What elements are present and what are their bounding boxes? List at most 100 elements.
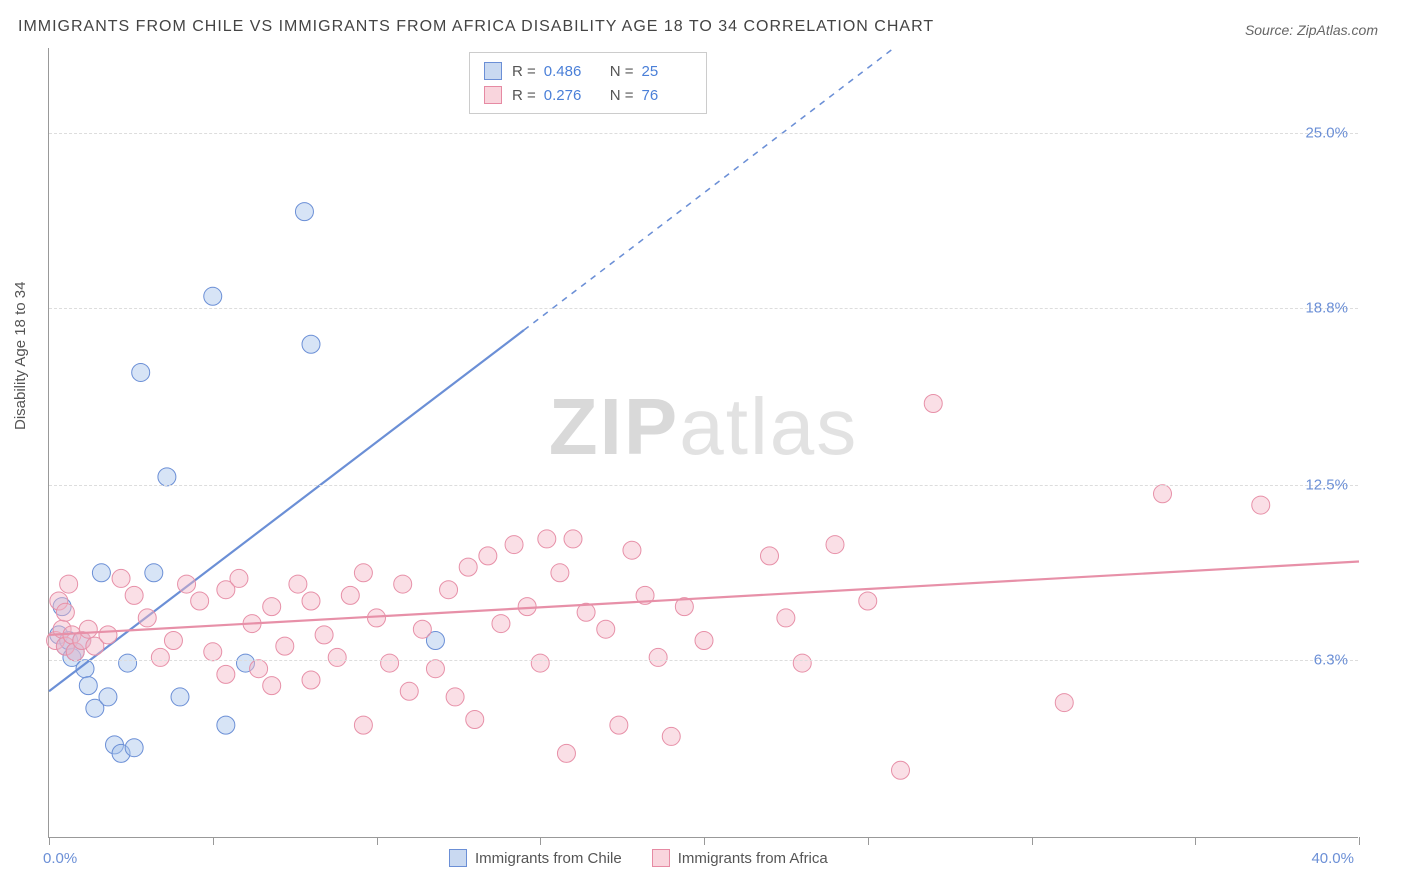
x-tick <box>1195 837 1196 845</box>
scatter-point-chile <box>158 468 176 486</box>
scatter-point-africa <box>354 716 372 734</box>
scatter-plot-svg <box>49 48 1358 837</box>
y-axis-label: Disability Age 18 to 34 <box>12 282 29 430</box>
scatter-point-chile <box>92 564 110 582</box>
scatter-point-africa <box>826 536 844 554</box>
x-tick <box>1359 837 1360 845</box>
scatter-point-africa <box>1055 694 1073 712</box>
scatter-point-africa <box>230 569 248 587</box>
scatter-point-africa <box>531 654 549 672</box>
source-attribution: Source: ZipAtlas.com <box>1245 22 1378 38</box>
scatter-point-africa <box>761 547 779 565</box>
scatter-point-africa <box>859 592 877 610</box>
scatter-point-africa <box>302 671 320 689</box>
scatter-point-africa <box>354 564 372 582</box>
plot-area: ZIPatlas R = 0.486 N = 25 R = 0.276 N = … <box>48 48 1358 838</box>
scatter-point-africa <box>597 620 615 638</box>
scatter-point-africa <box>204 643 222 661</box>
scatter-point-chile <box>125 739 143 757</box>
legend-stats-box: R = 0.486 N = 25 R = 0.276 N = 76 <box>469 52 707 114</box>
x-max-label: 40.0% <box>1311 850 1354 867</box>
x-tick <box>213 837 214 845</box>
x-tick <box>868 837 869 845</box>
scatter-point-africa <box>328 648 346 666</box>
stat-r-chile: 0.486 <box>544 63 594 80</box>
source-name: ZipAtlas.com <box>1297 22 1378 38</box>
scatter-point-africa <box>276 637 294 655</box>
scatter-point-africa <box>1154 485 1172 503</box>
scatter-point-africa <box>466 711 484 729</box>
scatter-point-africa <box>164 632 182 650</box>
scatter-point-africa <box>564 530 582 548</box>
scatter-point-africa <box>263 677 281 695</box>
scatter-point-africa <box>440 581 458 599</box>
legend-bottom: Immigrants from Chile Immigrants from Af… <box>449 849 828 867</box>
scatter-point-africa <box>426 660 444 678</box>
legend-label-africa: Immigrants from Africa <box>678 850 828 867</box>
scatter-point-africa <box>394 575 412 593</box>
scatter-point-chile <box>145 564 163 582</box>
legend-item-africa: Immigrants from Africa <box>652 849 828 867</box>
scatter-point-africa <box>178 575 196 593</box>
swatch-chile-icon <box>484 62 502 80</box>
scatter-point-africa <box>505 536 523 554</box>
scatter-point-africa <box>341 586 359 604</box>
scatter-point-africa <box>446 688 464 706</box>
scatter-point-africa <box>623 541 641 559</box>
scatter-point-africa <box>56 603 74 621</box>
scatter-point-africa <box>924 395 942 413</box>
scatter-point-africa <box>138 609 156 627</box>
scatter-point-africa <box>263 598 281 616</box>
stat-n-africa: 76 <box>642 87 692 104</box>
gridline-h <box>49 133 1358 134</box>
gridline-h <box>49 308 1358 309</box>
stat-n-label: N = <box>610 63 634 80</box>
scatter-point-africa <box>99 626 117 644</box>
scatter-point-africa <box>217 665 235 683</box>
scatter-point-chile <box>132 363 150 381</box>
scatter-point-africa <box>551 564 569 582</box>
y-tick-label: 12.5% <box>1305 477 1348 494</box>
scatter-point-chile <box>204 287 222 305</box>
scatter-point-africa <box>492 615 510 633</box>
stat-n-chile: 25 <box>642 63 692 80</box>
scatter-point-africa <box>381 654 399 672</box>
stat-r-africa: 0.276 <box>544 87 594 104</box>
x-tick <box>1032 837 1033 845</box>
scatter-point-africa <box>250 660 268 678</box>
scatter-point-africa <box>60 575 78 593</box>
scatter-point-chile <box>295 203 313 221</box>
scatter-point-africa <box>892 761 910 779</box>
x-tick <box>49 837 50 845</box>
scatter-point-africa <box>793 654 811 672</box>
source-prefix: Source: <box>1245 22 1297 38</box>
scatter-point-africa <box>649 648 667 666</box>
y-tick-label: 18.8% <box>1305 299 1348 316</box>
scatter-point-africa <box>777 609 795 627</box>
scatter-point-africa <box>479 547 497 565</box>
x-tick <box>540 837 541 845</box>
scatter-point-africa <box>557 744 575 762</box>
legend-stats-row-chile: R = 0.486 N = 25 <box>484 59 692 83</box>
legend-stats-row-africa: R = 0.276 N = 76 <box>484 83 692 107</box>
scatter-point-africa <box>400 682 418 700</box>
legend-item-chile: Immigrants from Chile <box>449 849 622 867</box>
scatter-point-chile <box>171 688 189 706</box>
swatch-chile-icon <box>449 849 467 867</box>
scatter-point-chile <box>99 688 117 706</box>
stat-n-label: N = <box>610 87 634 104</box>
scatter-point-africa <box>151 648 169 666</box>
scatter-point-africa <box>413 620 431 638</box>
scatter-point-africa <box>459 558 477 576</box>
legend-label-chile: Immigrants from Chile <box>475 850 622 867</box>
stat-r-label: R = <box>512 87 536 104</box>
stat-r-label: R = <box>512 63 536 80</box>
scatter-point-chile <box>79 677 97 695</box>
scatter-point-africa <box>79 620 97 638</box>
scatter-point-chile <box>302 335 320 353</box>
scatter-point-africa <box>662 727 680 745</box>
gridline-h <box>49 660 1358 661</box>
scatter-point-africa <box>538 530 556 548</box>
scatter-point-africa <box>695 632 713 650</box>
scatter-point-africa <box>610 716 628 734</box>
